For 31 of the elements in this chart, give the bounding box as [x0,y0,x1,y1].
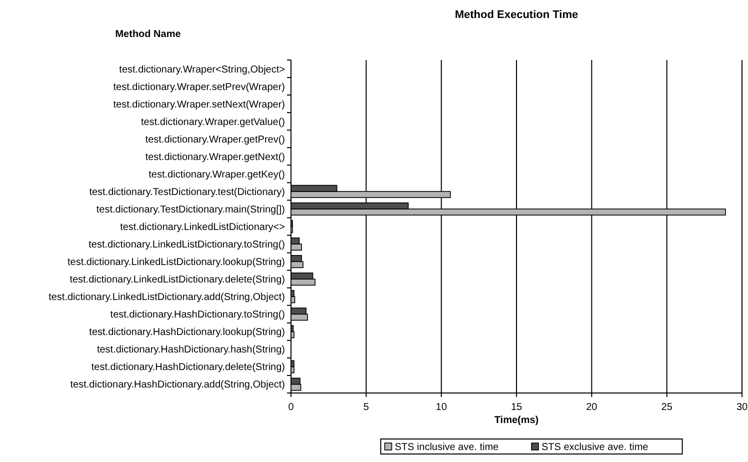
legend-label: STS exclusive ave. time [542,442,649,453]
y-tick-label: test.dictionary.HashDictionary.add(String,Object) [70,380,285,391]
y-tick-label: test.dictionary.Wraper<String,Object> [119,64,286,76]
y-tick-label: test.dictionary.LinkedListDictionary.toString() [88,240,285,251]
y-tick-label: test.dictionary.Wraper.getValue() [141,116,285,128]
y-tick-label: test.dictionary.HashDictionary.hash(String) [96,344,285,356]
y-tick-label: test.dictionary.LinkedListDictionary.add(String,Object) [48,292,285,304]
y-tick-label: test.dictionary.HashDictionary.lookup(String) [89,327,285,338]
x-tick-label: 0 [288,402,294,413]
y-tick-label: test.dictionary.Wraper.getKey() [148,169,285,180]
chart-title: Method Execution Time [454,9,578,21]
y-tick-label: test.dictionary.HashDictionary.delete(String) [91,362,285,374]
x-tick-label: 30 [736,402,748,413]
y-tick-label: test.dictionary.TestDictionary.main(String[]) [96,204,285,216]
legend-label: STS inclusive ave. time [394,442,500,453]
x-tick-label: 25 [661,402,673,413]
y-tick-label: test.dictionary.Wraper.setNext(Wraper) [113,99,285,110]
y-tick-label: test.dictionary.LinkedListDictionary.lookup(String) [67,257,285,268]
y-tick-label: test.dictionary.LinkedListDictionary<> [120,222,286,233]
x-tick-label: 20 [586,402,598,413]
y-tick-label: test.dictionary.Wraper.setPrev(Wraper) [113,82,285,93]
x-tick-label: 5 [363,402,370,413]
x-tick-label: 15 [510,402,522,413]
y-tick-label: test.dictionary.LinkedListDictionary.delete(String) [70,274,285,286]
y-axis-title: Method Name [115,29,182,40]
x-axis-title: Time(ms) [494,415,539,426]
y-tick-label: test.dictionary.TestDictionary.test(Dictionary) [89,186,285,198]
x-tick-label: 10 [436,402,448,413]
y-tick-label: test.dictionary.Wraper.getPrev() [145,134,285,146]
y-tick-label: test.dictionary.Wraper.getNext() [145,152,285,163]
y-tick-label: test.dictionary.HashDictionary.toString() [110,310,285,321]
